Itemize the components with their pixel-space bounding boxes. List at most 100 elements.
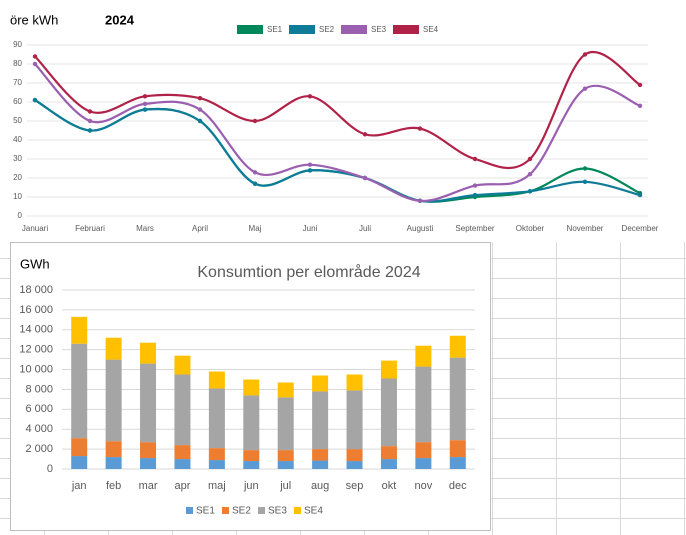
x-tick-label: feb <box>106 480 121 492</box>
bar-segment <box>380 459 397 469</box>
bar-segment <box>380 378 397 447</box>
point <box>527 172 533 177</box>
x-tick-label: apr <box>175 480 191 492</box>
x-tick-label: jun <box>243 480 259 492</box>
point <box>87 128 93 133</box>
series-line <box>34 63 641 202</box>
bar-segment <box>243 461 260 469</box>
point <box>32 97 38 103</box>
point <box>637 192 643 198</box>
legend-swatch <box>258 507 265 514</box>
bar-segment <box>208 460 225 469</box>
point <box>142 107 148 112</box>
bar-segment <box>415 458 432 469</box>
x-tick-label: aug <box>311 480 329 492</box>
x-tick-label: mar <box>139 480 158 492</box>
y-tick-label: 0 <box>18 211 23 220</box>
bar-segment <box>105 457 122 469</box>
x-tick-label: Januari <box>22 224 48 233</box>
y-axis-label: GWh <box>20 256 50 271</box>
bar-segment <box>140 458 157 469</box>
point <box>252 170 258 175</box>
point <box>582 166 588 171</box>
x-tick-label: jul <box>279 480 291 492</box>
bar-segment <box>71 343 88 439</box>
bar-segment <box>415 345 432 367</box>
chart-title: Konsumtion per elområde 2024 <box>197 263 420 281</box>
bar-segment <box>415 366 432 443</box>
point <box>197 118 203 124</box>
series-line <box>34 51 641 169</box>
bar-segment <box>71 438 88 457</box>
y-tick-label: 12 000 <box>19 344 53 356</box>
point <box>87 109 93 114</box>
point <box>417 198 423 203</box>
point <box>252 118 258 124</box>
y-tick-label: 18 000 <box>19 284 53 296</box>
x-tick-label: jan <box>71 480 87 492</box>
bar-segment <box>71 316 88 344</box>
y-tick-label: 10 <box>13 192 22 201</box>
x-tick-label: December <box>622 224 659 233</box>
bar-segment <box>277 461 294 469</box>
bar-segment <box>346 449 363 462</box>
point <box>582 52 588 57</box>
y-tick-label: 2 000 <box>25 443 53 455</box>
x-tick-label: April <box>192 224 208 233</box>
y-tick-label: 20 <box>13 173 22 182</box>
x-tick-label: okt <box>382 480 397 492</box>
bar-segment <box>380 446 397 460</box>
y-tick-label: 6 000 <box>25 403 53 415</box>
legend-label: SE1 <box>267 25 283 34</box>
x-tick-label: nov <box>415 480 433 492</box>
bar-segment <box>277 450 294 462</box>
bar-segment <box>208 371 225 389</box>
bar-segment <box>174 374 191 446</box>
bar-segment <box>449 440 466 458</box>
point <box>472 156 478 162</box>
x-tick-label: Juli <box>359 224 371 233</box>
point <box>142 94 148 99</box>
y-tick-label: 30 <box>13 154 22 163</box>
bar-segment <box>277 382 294 398</box>
bar-segment <box>449 335 466 358</box>
point <box>527 156 533 162</box>
bar-segment <box>312 391 329 450</box>
y-tick-label: 90 <box>13 40 22 49</box>
bar-segment <box>174 445 191 460</box>
bar-segment <box>346 374 363 391</box>
legend-label: SE4 <box>423 25 439 34</box>
bar-segment <box>380 360 397 379</box>
legend-swatch <box>186 507 193 514</box>
bar-segment <box>449 457 466 469</box>
point <box>472 192 478 198</box>
legend-swatch <box>393 25 419 34</box>
point <box>472 183 478 188</box>
legend-swatch <box>237 25 263 34</box>
bar-segment <box>346 461 363 469</box>
bar-segment <box>243 450 260 462</box>
x-tick-label: sep <box>346 480 364 492</box>
point <box>252 181 258 186</box>
legend-swatch <box>289 25 315 34</box>
legend-label: SE2 <box>319 25 335 34</box>
point <box>197 107 203 112</box>
point <box>197 96 203 101</box>
point <box>637 82 643 88</box>
bar-segment <box>71 456 88 469</box>
point <box>417 126 423 131</box>
bar-segment <box>312 460 329 469</box>
x-tick-label: dec <box>449 480 467 492</box>
point <box>307 168 313 173</box>
bar-segment <box>449 357 466 441</box>
y-tick-label: 4 000 <box>25 423 53 435</box>
y-tick-label: 0 <box>47 463 53 475</box>
x-tick-label: September <box>455 224 494 233</box>
bar-segment <box>140 342 157 364</box>
y-tick-label: 8 000 <box>25 383 53 395</box>
point <box>87 118 93 124</box>
y-tick-label: 60 <box>13 97 22 106</box>
price-chart: öre kWh 2024 0 10 20 30 40 50 60 70 80 90 Januari F… <box>0 0 686 242</box>
y-tick-label: 14 000 <box>19 324 53 336</box>
